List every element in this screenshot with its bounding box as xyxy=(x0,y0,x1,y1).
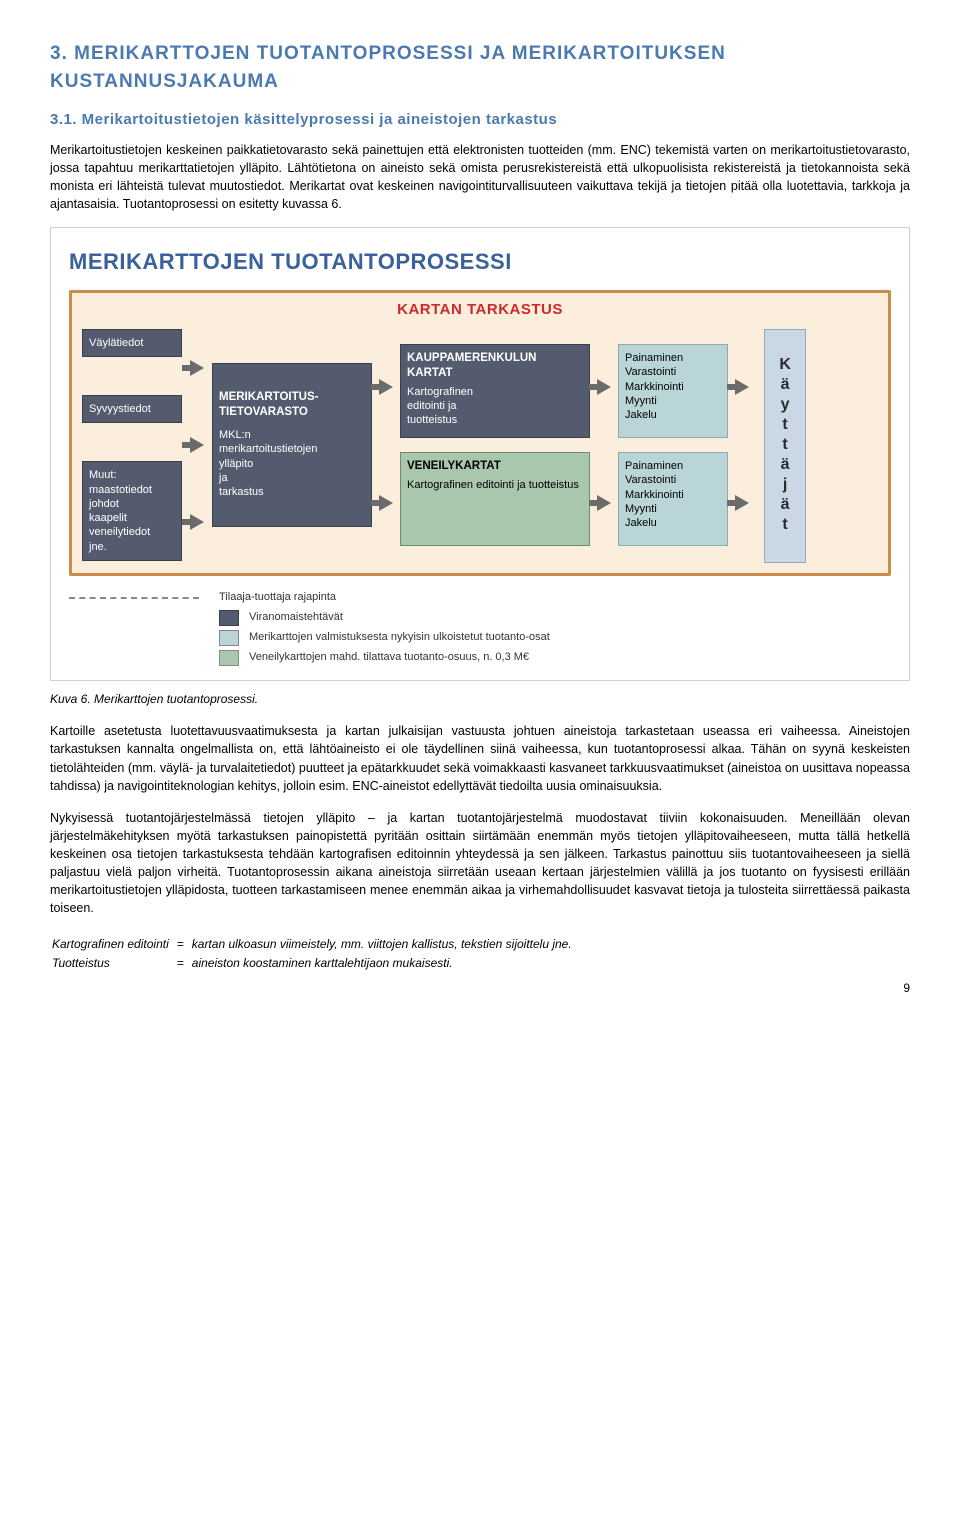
arrow-icon xyxy=(190,514,204,530)
input-muut-body: maastotiedot johdot kaapelit veneilytied… xyxy=(89,484,152,553)
varasto-body: MKL:n merikartoitustietojen ylläpito ja … xyxy=(219,428,365,499)
footnotes: Kartografinen editointi = kartan ulkoasu… xyxy=(50,934,910,975)
arrow-icon xyxy=(190,360,204,376)
veneily-body: Kartografinen editointi ja tuotteistus xyxy=(407,478,583,492)
process-diagram: MERIKARTTOJEN TUOTANTOPROSESSI KARTAN TA… xyxy=(50,227,910,681)
arrow-icon xyxy=(597,379,611,395)
legend-dash-icon xyxy=(69,597,199,599)
veneilykartat: VENEILYKARTAT Kartografinen editointi ja… xyxy=(400,452,590,546)
arrow-icon xyxy=(597,495,611,511)
legend-ulkoistettu: Merikarttojen valmistuksesta nykyisin ul… xyxy=(249,630,550,646)
arrow-icon xyxy=(379,379,393,395)
subsection-title: 3.1. Merikartoitustietojen käsittelypros… xyxy=(50,109,910,131)
kauppamerenkulun-kartat: KAUPPAMERENKULUN KARTAT Kartografinen ed… xyxy=(400,344,590,438)
input-vaylatiedot: Väylätiedot xyxy=(82,329,182,357)
paragraph-3: Nykyisessä tuotantojärjestelmässä tietoj… xyxy=(50,809,910,918)
page-number: 9 xyxy=(50,980,910,997)
arrow-icon xyxy=(190,437,204,453)
legend-swatch-viranomais xyxy=(219,610,239,626)
veneily-title: VENEILYKARTAT xyxy=(407,459,583,474)
kartan-tarkastus-label: KARTAN TARKASTUS xyxy=(82,299,878,321)
legend-swatch-ulkoistettu xyxy=(219,630,239,646)
diagram-title: MERIKARTTOJEN TUOTANTOPROSESSI xyxy=(69,246,891,278)
input-syvyystiedot: Syvyystiedot xyxy=(82,395,182,423)
diagram-legend: Tilaaja-tuottaja rajapinta Viranomaisteh… xyxy=(69,590,891,666)
intro-paragraph: Merikartoitustietojen keskeinen paikkati… xyxy=(50,141,910,214)
paragraph-2: Kartoille asetetusta luotettavuusvaatimu… xyxy=(50,722,910,795)
input-muut-title: Muut: xyxy=(89,469,117,481)
legend-viranomais: Viranomaistehtävät xyxy=(249,610,343,626)
kayttajat-box: Käyttäjät xyxy=(764,329,806,563)
merikartoitus-tietovarasto: MERIKARTOITUS-TIETOVARASTO MKL:n merikar… xyxy=(212,363,372,527)
section-title: 3. MERIKARTTOJEN TUOTANTOPROSESSI JA MER… xyxy=(50,40,910,95)
kayttajat-label: Käyttäjät xyxy=(773,356,796,536)
legend-dash-label: Tilaaja-tuottaja rajapinta xyxy=(219,590,336,606)
arrow-icon xyxy=(379,495,393,511)
varasto-title: MERIKARTOITUS-TIETOVARASTO xyxy=(219,390,365,420)
arrow-icon xyxy=(735,379,749,395)
input-muut: Muut: maastotiedot johdot kaapelit venei… xyxy=(82,461,182,561)
arrow-icon xyxy=(735,495,749,511)
legend-swatch-veneily xyxy=(219,650,239,666)
footnote-2-def: aineiston koostaminen karttalehtijaon mu… xyxy=(192,955,578,972)
footnote-2-term: Tuotteistus xyxy=(52,955,175,972)
kauppa-title: KAUPPAMERENKULUN KARTAT xyxy=(407,351,583,381)
kauppa-body: Kartografinen editointi ja tuotteistus xyxy=(407,385,583,428)
distribution-kauppa: Painaminen Varastointi Markkinointi Myyn… xyxy=(618,344,728,438)
distribution-veneily: Painaminen Varastointi Markkinointi Myyn… xyxy=(618,452,728,546)
footnote-1-term: Kartografinen editointi xyxy=(52,936,175,953)
kartan-tarkastus-frame: KARTAN TARKASTUS Väylätiedot Syvyystiedo… xyxy=(69,290,891,576)
footnote-1-def: kartan ulkoasun viimeistely, mm. viittoj… xyxy=(192,936,578,953)
legend-veneily-mahd: Veneilykarttojen mahd. tilattava tuotant… xyxy=(249,650,529,666)
figure-caption: Kuva 6. Merikarttojen tuotantoprosessi. xyxy=(50,691,910,708)
